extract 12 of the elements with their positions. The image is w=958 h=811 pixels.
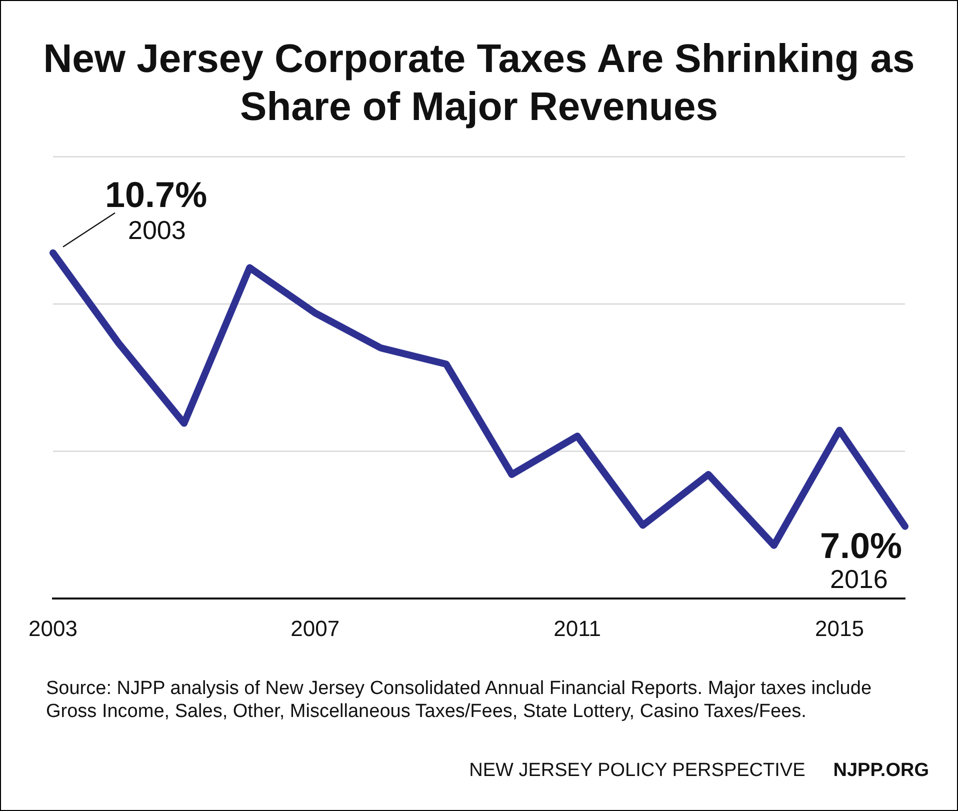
- text: NEW JERSEY POLICY PERSPECTIVE: [469, 760, 806, 782]
- x-tick-label: 2007: [290, 616, 340, 641]
- x-tick-label: 2003: [28, 616, 78, 641]
- chart-title: New Jersey Corporate Taxes Are Shrinking as Share of Major Revenues: [42, 36, 916, 131]
- annotation: 2016: [830, 564, 888, 594]
- text: 2003: [128, 214, 186, 245]
- text: 10.7%: [105, 174, 208, 215]
- x-tick-label: 2011: [554, 616, 601, 641]
- x-tick-label: 2015: [814, 616, 864, 641]
- source-note: Source: NJPP analysis of New Jersey Consolidated Annual Financial Reports. Major taxes include Gross Income, Sales, Other, Miscellaneous Taxes/Fees, State Lottery, Casino Taxes/Fees.: [46, 677, 873, 723]
- text: NJPP.ORG: [833, 760, 929, 782]
- annotation: 7.0%: [820, 525, 902, 566]
